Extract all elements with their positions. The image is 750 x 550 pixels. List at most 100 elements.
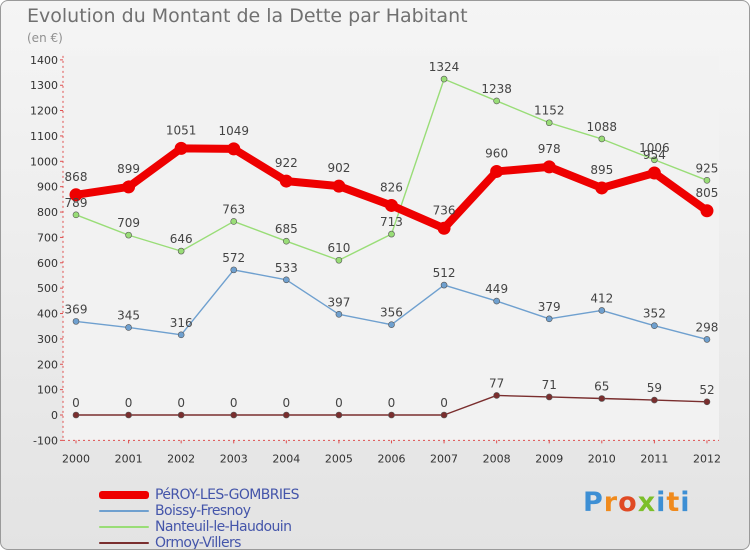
y-tick-label: 1000: [30, 155, 58, 168]
data-point: [598, 135, 606, 143]
x-tick-label: 2004: [272, 452, 300, 465]
legend-item: PéROY-LES-GOMBRIES: [99, 487, 300, 503]
data-label: 0: [335, 396, 343, 410]
data-label: 789: [65, 196, 88, 210]
data-point: [335, 411, 343, 419]
data-label: 922: [275, 156, 298, 170]
data-point: [125, 411, 132, 419]
data-point: [440, 281, 448, 289]
data-point: [542, 160, 556, 174]
x-tick-label: 2002: [167, 452, 195, 465]
data-point: [122, 180, 136, 194]
data-point: [388, 230, 395, 238]
data-point: [177, 247, 185, 255]
data-point: [72, 211, 80, 219]
data-label: 954: [643, 148, 666, 162]
data-point: [545, 393, 553, 401]
data-point: [283, 237, 290, 245]
data-point: [493, 392, 500, 399]
logo-letter: o: [618, 487, 638, 518]
data-point: [332, 179, 346, 193]
x-tick-label: 2008: [483, 452, 511, 465]
data-label: 610: [327, 241, 350, 255]
data-label: 1152: [534, 104, 565, 118]
data-label: 352: [643, 307, 666, 321]
data-label: 1006: [639, 141, 670, 155]
data-point: [703, 177, 711, 184]
data-point: [545, 315, 553, 323]
x-tick-label: 2000: [62, 452, 90, 465]
data-point: [125, 231, 132, 239]
data-label: 1051: [166, 123, 197, 137]
data-label: 895: [590, 163, 613, 177]
data-label: 59: [647, 381, 662, 395]
data-label: 356: [380, 306, 403, 320]
data-point: [437, 221, 451, 235]
plot-area: [63, 55, 719, 441]
chart-title: Evolution du Montant de la Dette par Hab…: [27, 5, 468, 27]
legend-swatch: [99, 526, 149, 528]
data-point: [388, 411, 395, 419]
data-point: [283, 411, 290, 419]
x-tick-label: 2010: [588, 452, 616, 465]
chart-subtitle: (en €): [27, 31, 63, 45]
y-tick-label: 200: [37, 358, 58, 371]
y-tick-label: 300: [37, 333, 58, 346]
x-tick-label: 2005: [325, 452, 353, 465]
y-tick-label: 900: [37, 181, 58, 194]
y-tick-label: 1100: [30, 130, 58, 143]
data-point: [72, 318, 80, 325]
x-tick-label: 2006: [377, 452, 405, 465]
data-point: [490, 164, 504, 178]
data-point: [651, 396, 658, 404]
data-point: [72, 411, 80, 419]
data-label: 397: [327, 295, 350, 309]
data-point: [651, 156, 658, 164]
y-tick-label: 1300: [30, 79, 58, 92]
data-point: [69, 188, 83, 202]
x-tick-label: 2009: [535, 452, 563, 465]
data-point: [440, 411, 448, 419]
data-point: [647, 166, 661, 180]
data-label: 902: [327, 161, 350, 175]
data-label: 646: [170, 232, 193, 246]
data-point: [703, 336, 711, 343]
data-point: [230, 266, 238, 274]
data-point: [283, 276, 290, 284]
data-label: 0: [282, 396, 290, 410]
data-point: [598, 395, 606, 402]
data-point: [545, 119, 553, 127]
data-label: 533: [275, 261, 298, 275]
y-tick-label: 1200: [30, 105, 58, 118]
legend-swatch: [99, 510, 149, 512]
data-label: 345: [117, 308, 140, 322]
legend-label: Nanteuil-le-Haudouin: [155, 519, 292, 535]
data-point: [384, 198, 398, 212]
data-point: [177, 331, 185, 339]
legend-swatch: [99, 491, 149, 499]
data-point: [595, 181, 609, 195]
y-tick-label: 800: [37, 206, 58, 219]
x-tick-label: 2003: [220, 452, 248, 465]
data-point: [703, 398, 711, 406]
data-label: 868: [65, 170, 88, 184]
data-point: [125, 324, 132, 331]
data-label: 572: [222, 251, 245, 265]
proxiti-logo: Proxiti: [583, 487, 691, 518]
data-label: 512: [433, 266, 456, 280]
x-tick-label: 2011: [640, 452, 668, 465]
data-point: [651, 322, 658, 329]
y-tick-label: 1400: [30, 54, 58, 67]
data-point: [493, 297, 500, 305]
y-tick-label: 600: [37, 257, 58, 270]
legend: PéROY-LES-GOMBRIES Boissy-Fresnoy Nanteuil…: [99, 487, 300, 549]
y-tick-label: 500: [37, 282, 58, 295]
legend-swatch: [99, 542, 149, 544]
y-tick-label: 700: [37, 231, 58, 244]
x-tick-label: 2012: [693, 452, 721, 465]
data-label: 0: [125, 396, 133, 410]
data-label: 826: [380, 180, 403, 194]
data-point: [177, 411, 185, 419]
data-label: 925: [696, 161, 719, 175]
